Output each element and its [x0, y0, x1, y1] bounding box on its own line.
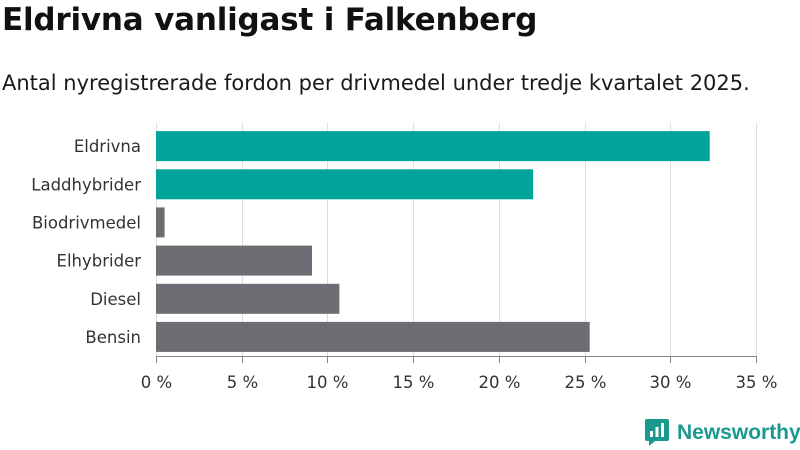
category-label: Eldrivna [74, 137, 141, 156]
x-tick-label: 10 % [307, 373, 349, 392]
x-tick-label: 25 % [565, 373, 607, 392]
bar-biodrivmedel [156, 207, 165, 238]
category-label: Elhybrider [57, 252, 142, 271]
category-label: Laddhybrider [31, 175, 141, 194]
x-tick-label: 35 % [736, 373, 778, 392]
bar-diesel [156, 283, 340, 314]
x-tick-label: 0 % [141, 373, 172, 392]
category-label: Biodrivmedel [32, 213, 141, 232]
x-tick-label: 15 % [393, 373, 435, 392]
chart-title: Eldrivna vanligast i Falkenberg [2, 2, 538, 38]
bar-elhybrider [156, 245, 312, 276]
bar-laddhybrider [156, 169, 534, 200]
category-label: Bensin [85, 328, 141, 347]
x-tick-label: 5 % [227, 373, 258, 392]
brand-logo: Newsworthy [645, 419, 800, 446]
chart-subtitle: Antal nyregistrerade fordon per drivmede… [2, 71, 750, 95]
brand-name: Newsworthy [677, 420, 800, 444]
bar-bensin [156, 321, 590, 352]
category-label: Diesel [90, 290, 141, 309]
bar-eldrivna [156, 131, 710, 162]
x-tick-label: 20 % [479, 373, 521, 392]
newsworthy-logo-icon [645, 419, 669, 446]
x-tick-label: 30 % [650, 373, 692, 392]
